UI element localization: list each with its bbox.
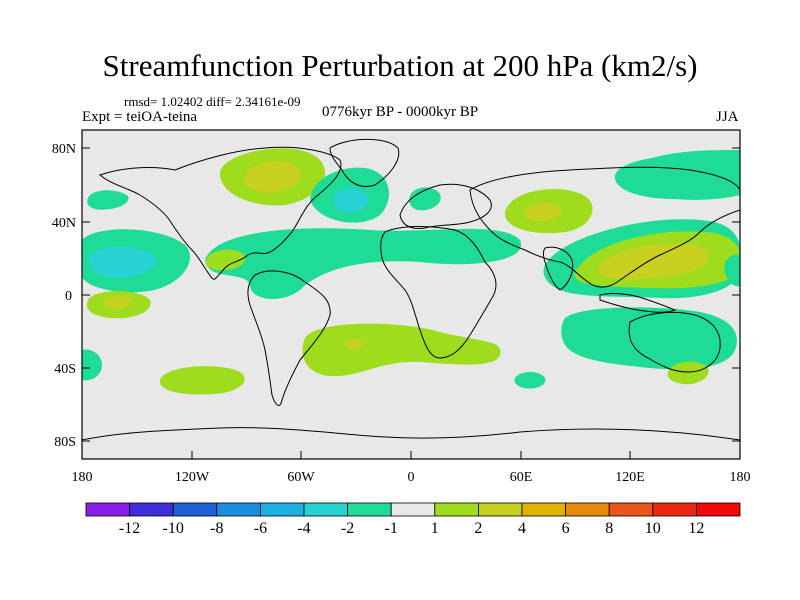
- colorbar-label: 2: [474, 520, 482, 537]
- colorbar-label: -8: [210, 520, 223, 537]
- colorbar-label: 10: [645, 520, 661, 537]
- indonesia-outline: [599, 293, 677, 313]
- colorbar-label: -1: [385, 520, 398, 537]
- lon-label-60e: 60E: [510, 470, 533, 485]
- asia-outline: [469, 166, 740, 288]
- stats-text: rmsd= 1.02402 diff= 2.34161e-09: [124, 94, 301, 109]
- south-america-outline: [247, 270, 331, 406]
- colorbar-swatch: [652, 502, 697, 517]
- colorbar-label: 1: [431, 520, 439, 537]
- colorbar-swatch: [565, 502, 610, 517]
- lat-axis: [82, 147, 740, 442]
- colorbar-swatch: [129, 502, 174, 517]
- colorbar-swatch: [696, 502, 741, 517]
- lat-label-40s: 40S: [54, 362, 76, 377]
- field-tropical-pacific-east-core: [104, 295, 132, 310]
- colorbar: [85, 502, 741, 517]
- field-north-pacific-east: [615, 150, 740, 200]
- field-tropical-atlantic: [205, 228, 522, 300]
- field-north-atlantic-core: [333, 186, 369, 213]
- field-south-atlantic-small: [514, 372, 546, 389]
- lon-label-180w: 180: [72, 470, 93, 485]
- map-title: Streamfunction Perturbation at 200 hPa (…: [102, 48, 698, 83]
- colorbar-labels: -12 -10 -8 -6 -4 -2 -1 1 2 4 6 8 10 12: [119, 520, 704, 537]
- field-west-pacific-core: [597, 243, 709, 280]
- colorbar-swatch: [390, 502, 436, 517]
- antarctica-outline: [82, 427, 740, 441]
- colorbar-label: -10: [163, 520, 184, 537]
- colorbar-swatch: [521, 502, 566, 517]
- season-label: JJA: [716, 109, 739, 125]
- field-east-edge-small: [724, 254, 740, 287]
- lat-label-0: 0: [65, 289, 72, 304]
- field-indian-south-small: [667, 361, 709, 385]
- field-central-asia-core: [524, 203, 561, 222]
- field-west-edge-south: [82, 349, 102, 381]
- colorbar-label: -2: [341, 520, 354, 537]
- colorbar-swatch: [216, 502, 261, 517]
- field-indian-south: [561, 307, 737, 370]
- colorbar-label: -6: [254, 520, 267, 537]
- colorbar-swatch: [434, 502, 479, 517]
- australia-outline: [628, 311, 721, 373]
- colorbar-label: 12: [688, 520, 704, 537]
- field-south-pacific: [159, 366, 245, 395]
- field-south-atlantic: [302, 323, 501, 377]
- period-label: 0776kyr BP - 0000kyr BP: [322, 104, 479, 120]
- north-america-outline: [99, 146, 342, 280]
- colorbar-swatch: [347, 502, 392, 517]
- colorbar-label: 4: [518, 520, 526, 537]
- lon-axis: [81, 451, 741, 459]
- colorbar-swatch: [303, 502, 348, 517]
- greenland-outline: [329, 138, 400, 187]
- colorbar-label: 8: [605, 520, 613, 537]
- colorbar-swatch: [259, 502, 305, 517]
- colorbar-label: 6: [562, 520, 570, 537]
- field-arctic-canada-core: [244, 160, 301, 193]
- field-west-atlantic-small: [87, 190, 129, 210]
- field-eastern-pacific-core: [88, 246, 157, 278]
- india-outline: [543, 246, 574, 291]
- colorbar-swatch: [477, 502, 523, 517]
- lon-label-180e: 180: [730, 470, 751, 485]
- field-europe-small: [409, 187, 441, 211]
- experiment-label: Expt = teiOA-teina: [82, 109, 198, 125]
- colorbar-swatch: [172, 502, 218, 517]
- lon-label-120w: 120W: [175, 470, 210, 485]
- lat-label-80s: 80S: [54, 435, 76, 450]
- lon-label-60w: 60W: [287, 470, 315, 485]
- colorbar-swatch: [85, 502, 130, 517]
- lat-label-40n: 40N: [52, 216, 76, 231]
- colorbar-label: -12: [119, 520, 140, 537]
- colorbar-label: -4: [297, 520, 310, 537]
- lon-label-120e: 120E: [615, 470, 645, 485]
- field-gulf-small: [205, 249, 246, 271]
- coastlines: [82, 138, 740, 441]
- colorbar-swatch: [608, 502, 654, 517]
- lat-label-80n: 80N: [52, 142, 76, 157]
- europe-outline: [399, 183, 492, 229]
- field-south-atlantic-core: [345, 339, 365, 350]
- africa-outline: [380, 225, 497, 359]
- lon-label-0: 0: [408, 470, 415, 485]
